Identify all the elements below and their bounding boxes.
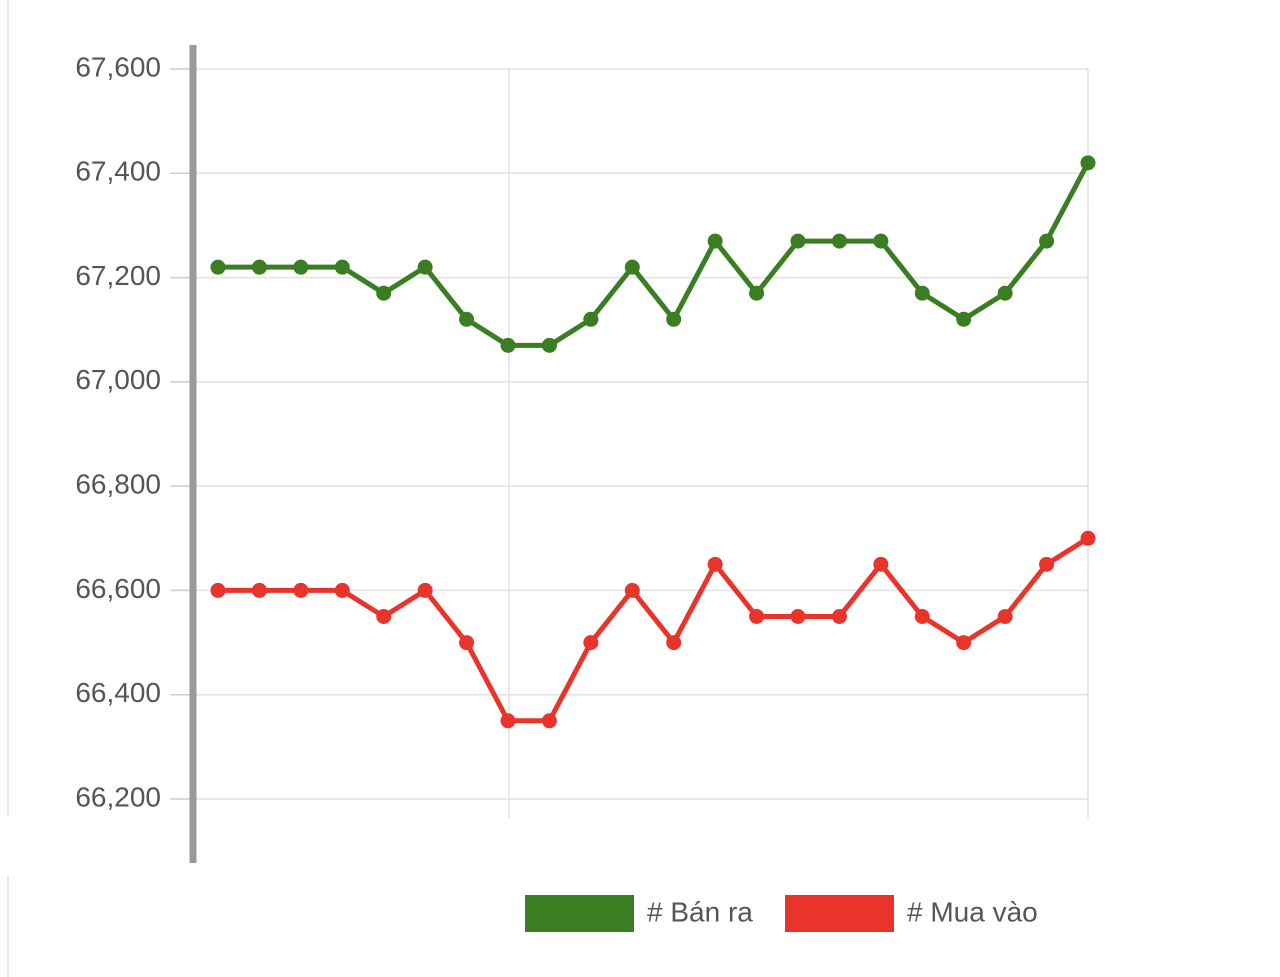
data-point: [417, 582, 433, 598]
data-point: [666, 311, 682, 327]
data-point: [666, 635, 682, 651]
data-point: [459, 635, 475, 651]
data-point: [997, 285, 1013, 301]
data-point: [914, 285, 930, 301]
y-tick-label: 67,000: [75, 364, 161, 395]
plot: [210, 155, 1096, 729]
legend-swatch: [785, 895, 894, 932]
data-point: [707, 233, 723, 249]
data-point: [210, 582, 226, 598]
data-point: [914, 609, 930, 624]
data-point: [790, 233, 806, 249]
legend-label: # Mua vào: [907, 896, 1038, 927]
series-line: [218, 536, 1090, 724]
y-tick-label: 66,800: [75, 469, 161, 500]
data-point: [251, 582, 267, 598]
data-point: [583, 311, 599, 327]
data-point: [873, 233, 889, 249]
data-point: [749, 285, 765, 301]
data-point: [956, 311, 972, 327]
data-point: [790, 609, 806, 624]
data-point: [376, 609, 392, 624]
series-line: [218, 161, 1091, 348]
data-point: [334, 259, 350, 275]
data-point: [956, 635, 972, 651]
data-point: [459, 311, 475, 327]
y-tick-label: 67,600: [75, 51, 161, 82]
data-point: [1080, 155, 1096, 171]
data-point: [500, 337, 516, 353]
data-point: [210, 259, 226, 275]
data-point: [873, 556, 889, 572]
data-point: [334, 582, 350, 598]
data-point: [500, 713, 516, 729]
data-point: [376, 285, 392, 301]
data-point: [583, 635, 599, 651]
data-point: [624, 259, 640, 275]
data-point: [749, 609, 765, 624]
data-point: [997, 609, 1013, 624]
data-point: [293, 259, 309, 275]
y-tick-label: 66,400: [75, 677, 161, 708]
y-tick-label: 66,600: [75, 573, 161, 604]
data-point: [831, 233, 847, 249]
legend-swatch: [525, 895, 634, 932]
data-point: [1039, 233, 1055, 249]
y-tick-label: 67,200: [75, 260, 161, 291]
data-point: [251, 259, 267, 275]
data-point: [417, 259, 433, 275]
y-tick-label: 66,200: [75, 781, 161, 812]
legend-label: # Bán ra: [647, 896, 753, 927]
data-point: [624, 582, 640, 598]
grid: 66,200 66,400 66,600 66,800 67,000 67,200 67,4…: [75, 51, 1088, 812]
legend: # Bán ra # Mua vào: [525, 895, 1038, 932]
data-point: [1080, 530, 1096, 546]
y-tick-label: 67,400: [75, 156, 161, 187]
data-point: [707, 556, 723, 572]
data-point: [831, 609, 847, 624]
data-point: [541, 337, 557, 353]
data-point: [1039, 556, 1055, 572]
data-point: [541, 713, 557, 729]
data-point: [293, 582, 309, 598]
